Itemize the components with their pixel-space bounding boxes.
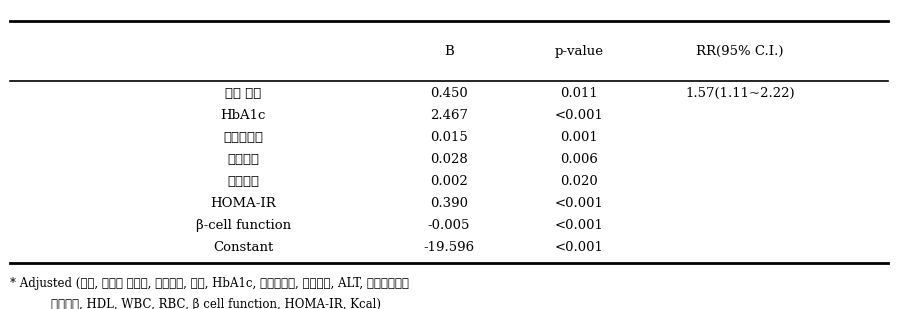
Text: HbA1c: HbA1c bbox=[220, 109, 266, 122]
Text: 중성지방: 중성지방 bbox=[227, 175, 260, 188]
Text: 0.015: 0.015 bbox=[430, 131, 468, 144]
Text: -19.596: -19.596 bbox=[424, 241, 474, 255]
Text: 0.001: 0.001 bbox=[560, 131, 598, 144]
Text: <0.001: <0.001 bbox=[554, 109, 603, 122]
Text: HOMA-IR: HOMA-IR bbox=[210, 197, 276, 210]
Text: 0.002: 0.002 bbox=[430, 175, 468, 188]
Text: 1.57(1.11~2.22): 1.57(1.11~2.22) bbox=[685, 87, 795, 99]
Text: <0.001: <0.001 bbox=[554, 241, 603, 255]
Text: <0.001: <0.001 bbox=[554, 197, 603, 210]
Text: β-cell function: β-cell function bbox=[196, 219, 291, 232]
Text: <0.001: <0.001 bbox=[554, 219, 603, 232]
Text: 0.020: 0.020 bbox=[560, 175, 598, 188]
Text: 허리둘레: 허리둘레 bbox=[227, 153, 260, 166]
Text: 중성지방, HDL, WBC, RBC, β cell function, HOMA-IR, Kcal): 중성지방, HDL, WBC, RBC, β cell function, HO… bbox=[50, 298, 381, 309]
Text: p-value: p-value bbox=[554, 45, 603, 58]
Text: 흡연 여부: 흡연 여부 bbox=[225, 87, 261, 99]
Text: 2.467: 2.467 bbox=[430, 109, 468, 122]
Text: 0.028: 0.028 bbox=[430, 153, 468, 166]
Text: * Adjusted (성별, 당뇨병 가족력, 흡연여부, 연령, HbA1c, 수축기혈압, 허리둘레, ALT, 총콜레스테롤: * Adjusted (성별, 당뇨병 가족력, 흡연여부, 연령, HbA1c… bbox=[11, 277, 409, 290]
Text: 0.450: 0.450 bbox=[430, 87, 468, 99]
Text: 0.006: 0.006 bbox=[559, 153, 598, 166]
Text: -0.005: -0.005 bbox=[427, 219, 471, 232]
Text: 수축기혈압: 수축기혈압 bbox=[223, 131, 263, 144]
Text: Constant: Constant bbox=[213, 241, 273, 255]
Text: B: B bbox=[445, 45, 453, 58]
Text: 0.011: 0.011 bbox=[560, 87, 598, 99]
Text: RR(95% C.I.): RR(95% C.I.) bbox=[696, 45, 784, 58]
Text: 0.390: 0.390 bbox=[430, 197, 468, 210]
